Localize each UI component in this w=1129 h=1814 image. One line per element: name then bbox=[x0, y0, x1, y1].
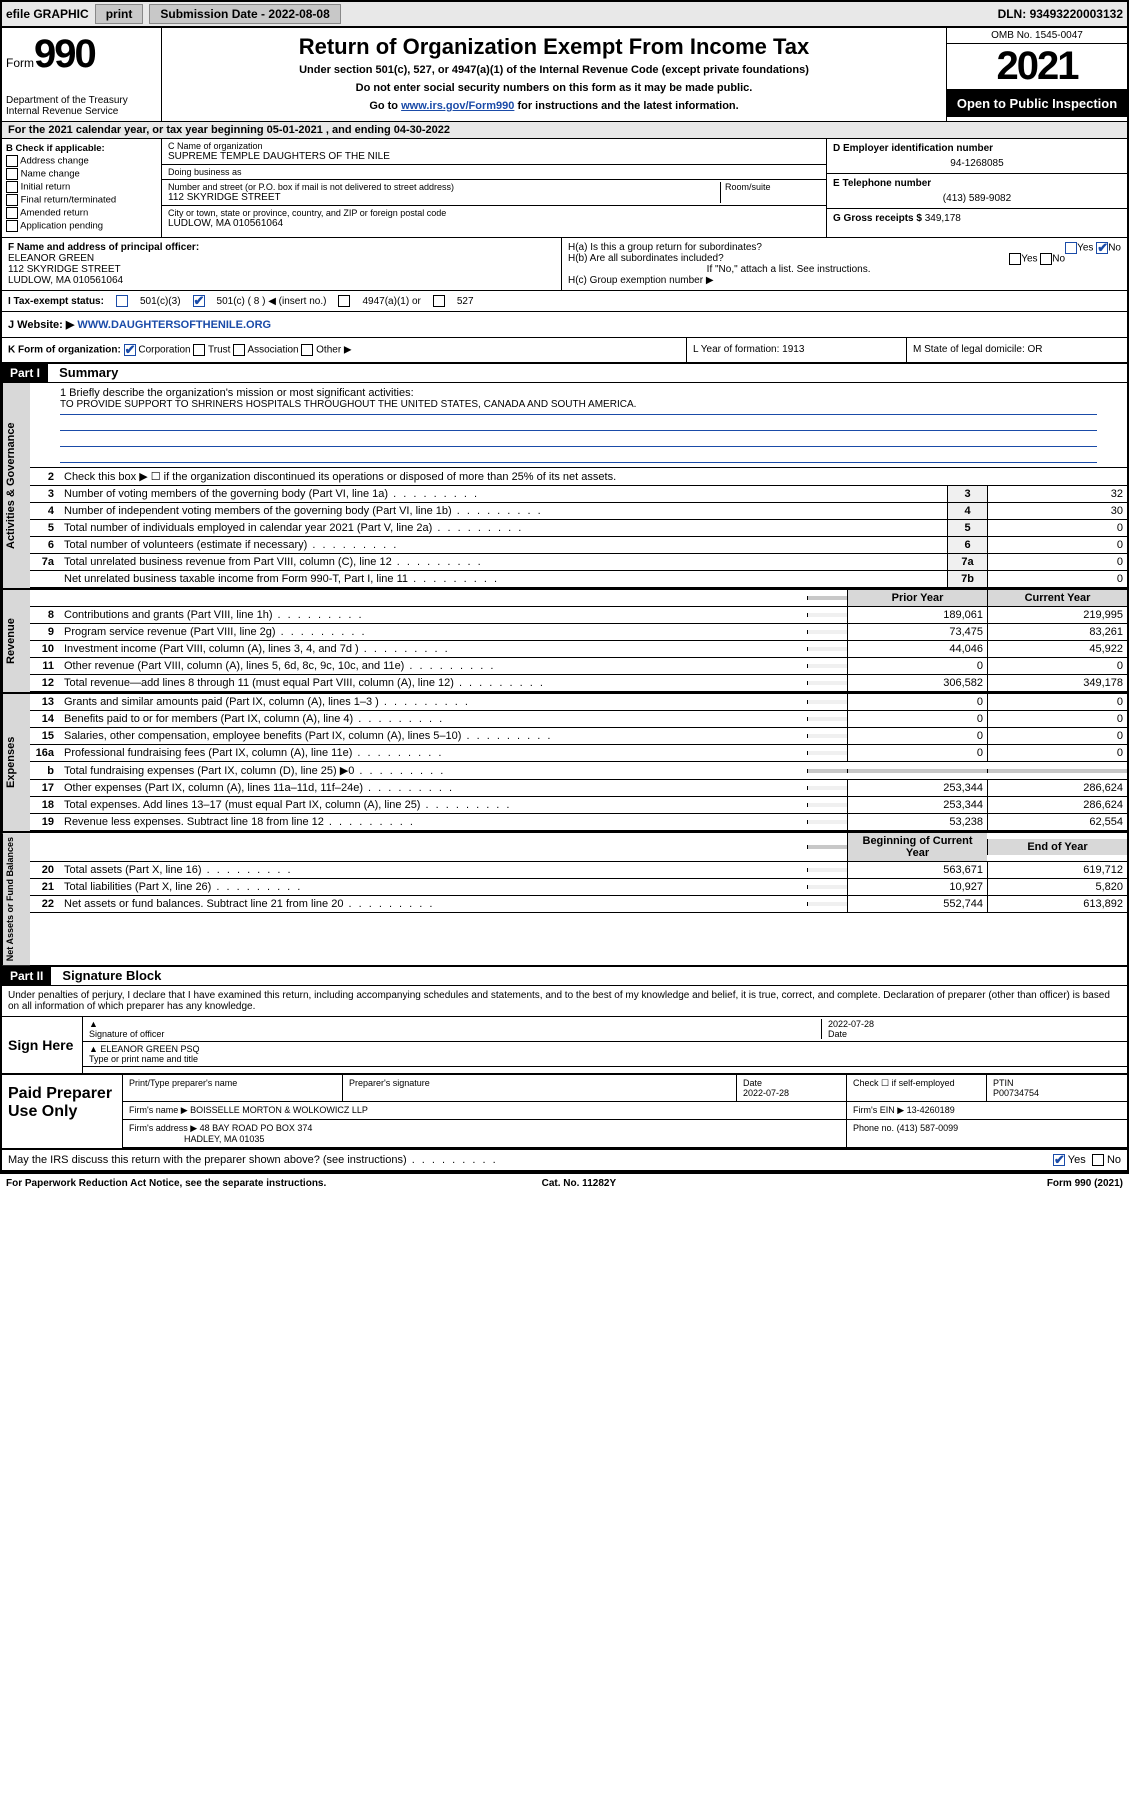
sign-date: 2022-07-28 bbox=[828, 1019, 874, 1029]
side-revenue: Revenue bbox=[2, 590, 30, 692]
header-right: OMB No. 1545-0047 2021 Open to Public In… bbox=[947, 28, 1127, 121]
ck-initial[interactable]: Initial return bbox=[6, 181, 157, 193]
ck-pending[interactable]: Application pending bbox=[6, 220, 157, 232]
ck-final[interactable]: Final return/terminated bbox=[6, 194, 157, 206]
block-b-to-g: B Check if applicable: Address change Na… bbox=[2, 139, 1127, 238]
table-row: 15Salaries, other compensation, employee… bbox=[30, 728, 1127, 745]
table-row: 10Investment income (Part VIII, column (… bbox=[30, 641, 1127, 658]
form-subtitle: Under section 501(c), 527, or 4947(a)(1)… bbox=[170, 64, 938, 76]
table-row: 20Total assets (Part X, line 16)563,6716… bbox=[30, 862, 1127, 879]
form-ref: Form 990 (2021) bbox=[1047, 1178, 1123, 1189]
row-k: K Form of organization: Corporation Trus… bbox=[2, 338, 1127, 364]
net-header: Beginning of Current Year End of Year bbox=[30, 833, 1127, 862]
mission-block: 1 Briefly describe the organization's mi… bbox=[30, 383, 1127, 468]
officer-typed-name: ELEANOR GREEN PSQ bbox=[100, 1044, 199, 1054]
state-domicile: M State of legal domicile: OR bbox=[907, 338, 1127, 362]
tax-year: 2021 bbox=[947, 44, 1127, 90]
row-j-website: J Website: ▶ WWW.DAUGHTERSOFTHENILE.ORG bbox=[2, 312, 1127, 338]
ein: 94-1268085 bbox=[833, 158, 1121, 169]
ck-amended[interactable]: Amended return bbox=[6, 207, 157, 219]
col-f: F Name and address of principal officer:… bbox=[2, 238, 562, 290]
table-row: 11Other revenue (Part VIII, column (A), … bbox=[30, 658, 1127, 675]
table-row: 13Grants and similar amounts paid (Part … bbox=[30, 694, 1127, 711]
irs-link[interactable]: www.irs.gov/Form990 bbox=[401, 100, 514, 112]
org-addr: 112 SKYRIDGE STREET bbox=[168, 192, 720, 203]
col-c: C Name of organizationSUPREME TEMPLE DAU… bbox=[162, 139, 827, 237]
perjury-text: Under penalties of perjury, I declare th… bbox=[2, 986, 1127, 1017]
paid-preparer-block: Paid Preparer Use Only Print/Type prepar… bbox=[2, 1075, 1127, 1150]
open-to-public: Open to Public Inspection bbox=[947, 90, 1127, 117]
form-header: Form990 Department of the Treasury Inter… bbox=[2, 28, 1127, 122]
table-row: 3Number of voting members of the governi… bbox=[30, 486, 1127, 503]
website-link[interactable]: WWW.DAUGHTERSOFTHENILE.ORG bbox=[77, 319, 271, 331]
discuss-row: May the IRS discuss this return with the… bbox=[2, 1150, 1127, 1172]
table-row: 22Net assets or fund balances. Subtract … bbox=[30, 896, 1127, 913]
table-row: 9Program service revenue (Part VIII, lin… bbox=[30, 624, 1127, 641]
table-row: 8Contributions and grants (Part VIII, li… bbox=[30, 607, 1127, 624]
efile-label: efile GRAPHIC bbox=[6, 7, 89, 21]
row-i-tax-status: I Tax-exempt status: 501(c)(3) 501(c) ( … bbox=[2, 291, 1127, 312]
table-row: 16aProfessional fundraising fees (Part I… bbox=[30, 745, 1127, 762]
header-left: Form990 Department of the Treasury Inter… bbox=[2, 28, 162, 121]
top-toolbar: efile GRAPHIC print Submission Date - 20… bbox=[0, 0, 1129, 28]
section-netassets: Net Assets or Fund Balances Beginning of… bbox=[2, 833, 1127, 967]
footer: For Paperwork Reduction Act Notice, see … bbox=[0, 1174, 1129, 1193]
submission-date-button[interactable]: Submission Date - 2022-08-08 bbox=[149, 4, 340, 24]
prep-date: 2022-07-28 bbox=[743, 1088, 789, 1098]
omb-label: OMB No. 1545-0047 bbox=[947, 28, 1127, 44]
ck-name[interactable]: Name change bbox=[6, 168, 157, 180]
table-row: 21Total liabilities (Part X, line 26)10,… bbox=[30, 879, 1127, 896]
sign-here-block: Sign Here ▲Signature of officer 2022-07-… bbox=[2, 1017, 1127, 1075]
row-a-period: For the 2021 calendar year, or tax year … bbox=[2, 122, 1127, 139]
side-expenses: Expenses bbox=[2, 694, 30, 831]
officer-name: ELEANOR GREEN bbox=[8, 253, 555, 264]
firm-name: BOISSELLE MORTON & WOLKOWICZ LLP bbox=[190, 1105, 368, 1115]
col-h: H(a) Is this a group return for subordin… bbox=[562, 238, 1127, 290]
col-b: B Check if applicable: Address change Na… bbox=[2, 139, 162, 237]
ck-address[interactable]: Address change bbox=[6, 155, 157, 167]
side-netassets: Net Assets or Fund Balances bbox=[2, 833, 30, 965]
dept-label: Department of the Treasury Internal Reve… bbox=[6, 95, 157, 117]
year-formation: L Year of formation: 1913 bbox=[687, 338, 907, 362]
table-row: 5Total number of individuals employed in… bbox=[30, 520, 1127, 537]
ptin: P00734754 bbox=[993, 1088, 1039, 1098]
section-governance: Activities & Governance 1 Briefly descri… bbox=[2, 383, 1127, 590]
table-row: 18Total expenses. Add lines 13–17 (must … bbox=[30, 797, 1127, 814]
col-d-to-g: D Employer identification number94-12680… bbox=[827, 139, 1127, 237]
header-center: Return of Organization Exempt From Incom… bbox=[162, 28, 947, 121]
org-city: LUDLOW, MA 010561064 bbox=[168, 218, 820, 229]
form-title: Return of Organization Exempt From Incom… bbox=[170, 34, 938, 60]
section-revenue: Revenue Prior Year Current Year 8Contrib… bbox=[2, 590, 1127, 694]
row-f-h: F Name and address of principal officer:… bbox=[2, 238, 1127, 291]
form-number: 990 bbox=[34, 32, 95, 76]
side-governance: Activities & Governance bbox=[2, 383, 30, 588]
line-2: 2Check this box ▶ ☐ if the organization … bbox=[30, 468, 1127, 486]
form-body: Form990 Department of the Treasury Inter… bbox=[0, 28, 1129, 1174]
firm-ein: 13-4260189 bbox=[907, 1105, 955, 1115]
table-row: 19Revenue less expenses. Subtract line 1… bbox=[30, 814, 1127, 831]
section-expenses: Expenses 13Grants and similar amounts pa… bbox=[2, 694, 1127, 833]
gross-receipts: 349,178 bbox=[925, 213, 961, 224]
rev-header: Prior Year Current Year bbox=[30, 590, 1127, 607]
mission-text: TO PROVIDE SUPPORT TO SHRINERS HOSPITALS… bbox=[60, 399, 1097, 415]
table-row: Net unrelated business taxable income fr… bbox=[30, 571, 1127, 588]
table-row: 12Total revenue—add lines 8 through 11 (… bbox=[30, 675, 1127, 692]
table-row: 4Number of independent voting members of… bbox=[30, 503, 1127, 520]
table-row: 14Benefits paid to or for members (Part … bbox=[30, 711, 1127, 728]
table-row: 6Total number of volunteers (estimate if… bbox=[30, 537, 1127, 554]
org-name: SUPREME TEMPLE DAUGHTERS OF THE NILE bbox=[168, 151, 820, 162]
inst-2: Go to www.irs.gov/Form990 for instructio… bbox=[170, 100, 938, 112]
phone: (413) 589-9082 bbox=[833, 193, 1121, 204]
cat-no: Cat. No. 11282Y bbox=[542, 1178, 616, 1189]
table-row: bTotal fundraising expenses (Part IX, co… bbox=[30, 762, 1127, 780]
inst-1: Do not enter social security numbers on … bbox=[170, 82, 938, 94]
table-row: 17Other expenses (Part IX, column (A), l… bbox=[30, 780, 1127, 797]
part-i-header: Part I Summary bbox=[2, 364, 1127, 383]
dln-label: DLN: 93493220003132 bbox=[998, 7, 1123, 21]
firm-phone: (413) 587-0099 bbox=[897, 1123, 959, 1133]
print-button[interactable]: print bbox=[95, 4, 144, 24]
part-ii-header: Part II Signature Block bbox=[2, 967, 1127, 986]
table-row: 7aTotal unrelated business revenue from … bbox=[30, 554, 1127, 571]
